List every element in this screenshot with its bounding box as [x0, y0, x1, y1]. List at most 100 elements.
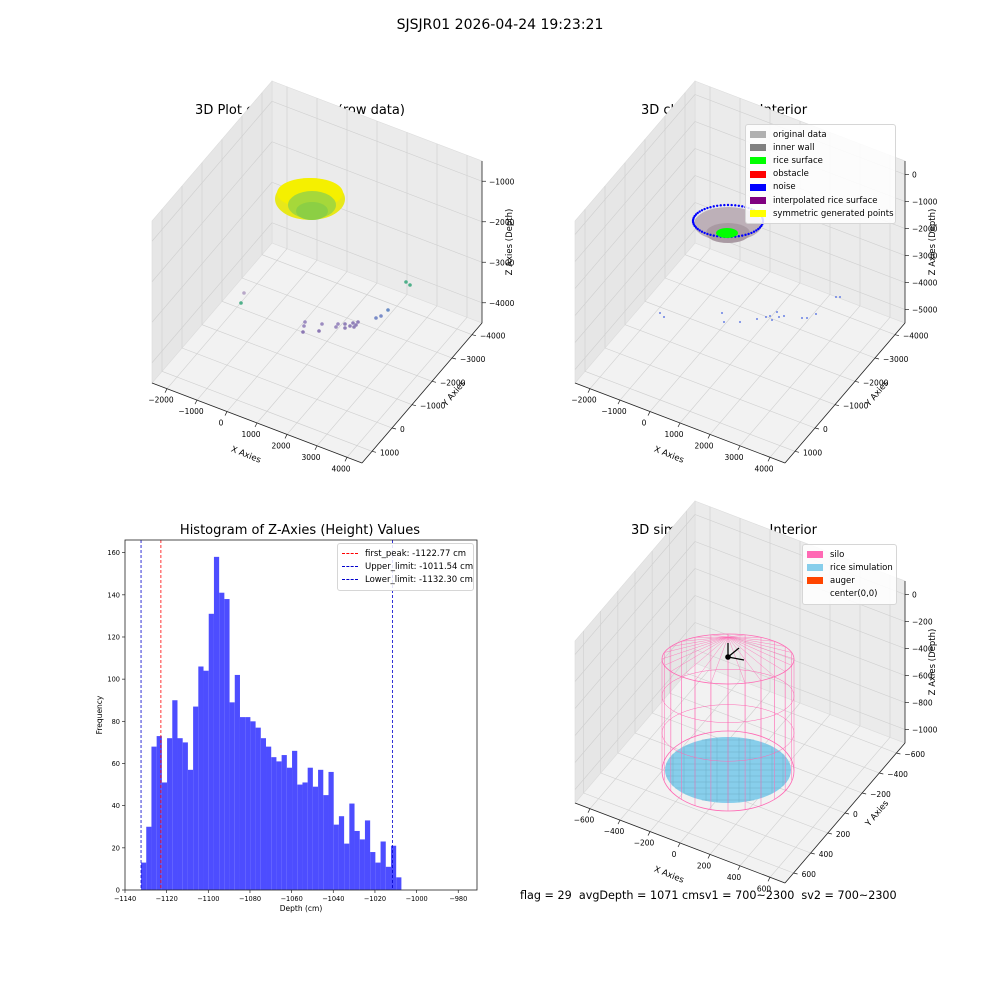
p2-x-tick-label: 1000 — [664, 430, 683, 439]
legend-entry: original data — [750, 128, 890, 141]
p2-z-tick-label: −3000 — [912, 252, 938, 261]
p1-data-point — [404, 280, 408, 284]
status-line: flag = 29 avgDepth = 1071 cmsv1 = 700~23… — [520, 889, 897, 902]
p4-y-tick — [896, 752, 901, 755]
p2-noise-point — [712, 205, 715, 208]
p1-x-tick-label: 4000 — [331, 464, 350, 473]
histogram-bar — [370, 852, 376, 890]
legend-label: auger — [830, 575, 855, 586]
histogram-y-tick-label: 40 — [112, 802, 120, 810]
p2-y-tick-label: 1000 — [803, 448, 822, 457]
legend-line-swatch — [342, 553, 358, 555]
p2-noise-point — [730, 203, 733, 207]
p1-grid-z — [271, 141, 483, 223]
p4-z-tick-label: 0 — [912, 591, 917, 600]
legend-entry: auger — [807, 574, 891, 587]
p4-x-tick-label: 200 — [697, 861, 712, 870]
p2-noise-point — [696, 227, 699, 231]
legend-label: rice simulation — [830, 562, 893, 573]
p4-x-tick-label: −400 — [604, 827, 625, 836]
legend-label: Upper_limit: -1011.54 cm — [365, 561, 474, 572]
histogram-bar — [323, 795, 329, 890]
histogram-bar — [146, 826, 152, 890]
legend-entry: first_peak: -1122.77 cm — [342, 547, 468, 560]
p1-y-tick — [391, 427, 397, 430]
legend-label: noise — [773, 182, 796, 193]
p2-grid-z — [574, 121, 696, 262]
p4-silo-roof-wire — [727, 636, 746, 684]
p4-y-tick-label: 0 — [853, 810, 858, 819]
p2-x-tick — [737, 445, 741, 451]
p1-z-tick-label: −2000 — [489, 218, 515, 227]
p2-grid-x — [619, 259, 741, 401]
p2-noise-point — [835, 296, 837, 298]
p4-grid-y — [583, 792, 794, 874]
panel3-title: Histogram of Z-Axies (Height) Values — [179, 523, 421, 538]
p4-x-tick-label: 0 — [672, 850, 677, 859]
p1-grid-y — [261, 254, 473, 335]
histogram-bar — [364, 820, 371, 890]
histogram-x-tick-label: −1140 — [114, 895, 136, 903]
p2-y-tick — [814, 427, 820, 430]
p1-grid-y — [221, 301, 433, 382]
legend-label: rice surface — [773, 155, 823, 166]
legend-entry: obstacle — [750, 168, 890, 181]
histogram-bar — [203, 670, 209, 890]
p1-y-tick-label: −3000 — [460, 355, 486, 364]
p4-silo-roof-wire — [681, 636, 729, 642]
legend-swatch — [750, 170, 766, 178]
p4-silo-roof-wire — [681, 636, 729, 677]
histogram-bar — [198, 666, 204, 890]
histogram-y-axis-label: Frequency — [95, 695, 104, 734]
p4-y-tick — [827, 832, 832, 835]
p2-y-tick-label: 0 — [823, 425, 828, 434]
histogram-bar — [193, 706, 199, 890]
histogram-bar — [312, 786, 319, 890]
histogram-bar — [208, 613, 214, 890]
p1-data-point — [351, 321, 355, 325]
p2-noise-point — [778, 316, 780, 318]
p1-x-tick — [224, 411, 228, 416]
legend-label: symmetric generated points — [773, 208, 894, 219]
p4-silo-ring — [661, 704, 795, 762]
histogram-bar — [156, 736, 162, 890]
p2-y-axis-line — [784, 322, 906, 464]
p2-noise-point — [698, 210, 701, 213]
legend-entry: rice surface — [750, 154, 890, 167]
p2-x-tick — [617, 399, 621, 405]
p4-x-tick-label: −200 — [634, 839, 655, 848]
p4-x-tick — [647, 831, 651, 836]
p2-noise-point — [752, 230, 756, 233]
p4-x-tick-label: 400 — [727, 873, 742, 882]
histogram-bar — [245, 717, 251, 890]
p2-z-tick-label: 0 — [912, 171, 917, 180]
p2-noise-point — [737, 204, 741, 207]
p4-y-tick — [862, 792, 867, 795]
p2-noise-point — [806, 317, 808, 319]
p1-x-tick — [314, 445, 318, 451]
p1-data-point — [317, 329, 321, 333]
p1-grid-x — [196, 259, 318, 401]
p2-grid-z — [574, 202, 696, 343]
histogram-bar — [182, 742, 188, 890]
p2-noise-point — [744, 233, 747, 237]
histogram-bar — [260, 738, 267, 890]
p2-noise-point — [737, 235, 741, 238]
histogram-x-tick-label: −1080 — [239, 895, 261, 903]
histogram-bar — [213, 556, 220, 890]
histogram-bar — [266, 746, 272, 890]
p1-data-point — [336, 322, 340, 326]
p1-data-point — [302, 324, 306, 328]
p1-grid-x — [316, 305, 438, 447]
histogram-y-tick-label: 140 — [107, 591, 120, 599]
p2-noise-point — [776, 311, 778, 313]
p4-silo-roof-wire — [727, 636, 792, 666]
histogram-bar — [250, 721, 256, 890]
legend-label: interpolated rice surface — [773, 195, 878, 206]
p4-y-tick-label: 600 — [802, 870, 817, 879]
p1-grid-x — [226, 271, 348, 412]
legend-label: inner wall — [773, 142, 815, 153]
p2-noise-point — [703, 231, 706, 235]
legend-label: original data — [773, 129, 827, 140]
